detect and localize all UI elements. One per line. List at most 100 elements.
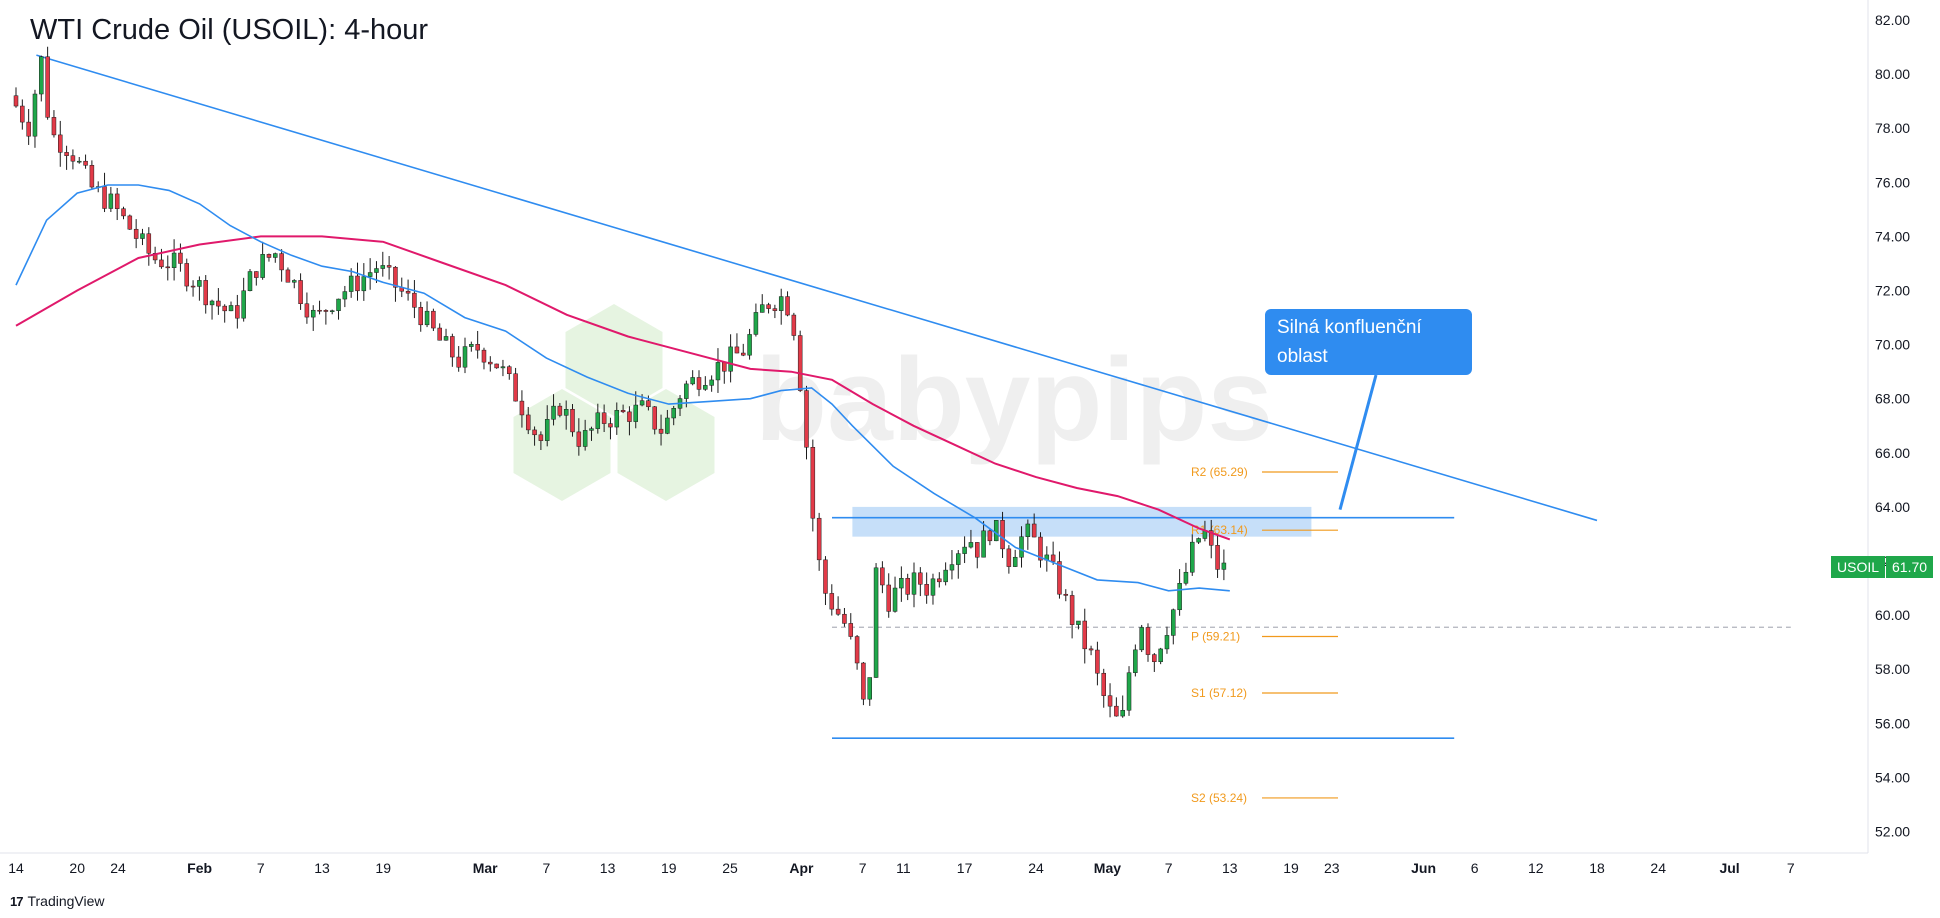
- candle-body: [209, 300, 215, 306]
- candle-body: [1050, 554, 1056, 562]
- time-tick-label: 7: [543, 860, 551, 876]
- candle-body: [671, 408, 676, 419]
- candle-body: [627, 411, 632, 422]
- time-tick-label: 13: [600, 860, 616, 876]
- time-tick-label: Feb: [187, 860, 212, 876]
- candle-body: [797, 335, 803, 391]
- slow-moving-average-line: [15, 235, 1231, 541]
- candle-body: [924, 584, 929, 596]
- time-tick-label: 23: [1324, 860, 1340, 876]
- candle-body: [1025, 523, 1031, 537]
- candle-body: [1164, 635, 1170, 650]
- candle-body: [956, 553, 961, 565]
- time-axis[interactable]: 14 20 24 Feb 7 13 19 Mar 7 13 19 25 Apr 7 11 17 24 May 7 13…: [0, 852, 1868, 876]
- candle-body: [20, 105, 25, 123]
- candle-body: [570, 409, 575, 433]
- last-price-value: 61.70: [1886, 556, 1934, 578]
- candle-body: [1000, 520, 1005, 550]
- candle-body: [450, 336, 455, 358]
- candle-body: [285, 269, 291, 283]
- candle-body: [576, 431, 582, 447]
- candle-body: [1031, 523, 1037, 538]
- price-tick-label: 56.00: [1875, 715, 1910, 731]
- price-tick-label: 76.00: [1875, 174, 1910, 190]
- tradingview-mark-icon: 17: [10, 893, 24, 909]
- time-tick-label: Apr: [789, 860, 814, 876]
- candle-body: [1063, 593, 1069, 596]
- watermark-hex-icon: [513, 389, 611, 501]
- candle-body: [317, 309, 322, 312]
- candle-body: [1133, 649, 1138, 673]
- candle-body: [658, 428, 664, 434]
- candle-body: [1208, 530, 1214, 546]
- candle-body: [241, 290, 246, 319]
- candle-body: [494, 363, 499, 369]
- candle-body: [1088, 648, 1094, 651]
- watermark-text: babypips: [755, 334, 1273, 466]
- candle-body: [1038, 536, 1043, 561]
- candle-body: [899, 578, 904, 589]
- time-tick-label: 7: [1165, 860, 1173, 876]
- candle-body: [993, 520, 999, 542]
- callout-line-2: oblast: [1277, 346, 1328, 367]
- time-tick-label: 6: [1471, 860, 1479, 876]
- candle-body: [665, 417, 670, 434]
- candle-body: [456, 356, 461, 368]
- candle-body: [930, 578, 936, 596]
- tradingview-brand: TradingView: [27, 893, 105, 909]
- candle-body: [481, 349, 487, 363]
- time-tick-label: 17: [957, 860, 973, 876]
- candle-body: [89, 165, 95, 188]
- time-tick-label: 11: [896, 860, 911, 876]
- pivot-level-label: R2 (65.29): [1191, 465, 1248, 479]
- candle-body: [772, 308, 778, 311]
- candle-body: [690, 377, 695, 385]
- candle-body: [121, 208, 126, 217]
- candle-body: [437, 327, 442, 341]
- descending-trendline[interactable]: [36, 54, 1598, 522]
- candle-body: [608, 423, 613, 428]
- candle-body: [222, 305, 227, 312]
- time-tick-label: 19: [661, 860, 677, 876]
- time-tick-label: 13: [314, 860, 330, 876]
- candle-body: [981, 530, 986, 558]
- price-tick-label: 66.00: [1875, 445, 1910, 461]
- candle-body: [228, 305, 234, 312]
- candle-body: [810, 446, 816, 519]
- candle-body: [1107, 695, 1113, 707]
- time-tick-label: 13: [1222, 860, 1238, 876]
- candle-body: [133, 228, 139, 239]
- price-tick-label: 52.00: [1875, 824, 1910, 840]
- candle-body: [557, 405, 563, 416]
- candle-body: [816, 517, 822, 561]
- watermark-hex-icon: [565, 304, 663, 416]
- candle-body: [26, 121, 31, 137]
- tradingview-logo[interactable]: 17 TradingView: [10, 893, 105, 909]
- candle-body: [905, 578, 910, 595]
- time-tick-label: 14: [8, 860, 24, 876]
- candle-body: [70, 155, 76, 162]
- candle-body: [1101, 672, 1106, 696]
- candle-body: [747, 334, 752, 356]
- candle-body: [1057, 561, 1062, 595]
- candle-body: [367, 272, 373, 277]
- time-tick-label: 24: [1650, 860, 1666, 876]
- candle-body: [835, 608, 841, 615]
- candle-body: [1120, 709, 1125, 717]
- candlestick-series: [13, 46, 1227, 718]
- candle-body: [918, 572, 923, 585]
- candle-body: [1196, 538, 1201, 543]
- candle-body: [1006, 548, 1012, 567]
- candle-body: [462, 346, 468, 368]
- candle-body: [633, 404, 639, 422]
- time-tick-label: 24: [110, 860, 126, 876]
- candle-body: [759, 304, 765, 313]
- time-tick-label: May: [1094, 860, 1121, 876]
- price-axis[interactable]: 82.00 80.00 78.00 76.00 74.00 72.00 70.00 68.00…: [1867, 0, 1910, 853]
- fast-moving-average-line: [15, 184, 1230, 592]
- candle-body: [51, 117, 57, 136]
- candle-body: [140, 233, 145, 239]
- candle-body: [861, 662, 866, 700]
- price-tick-label: 74.00: [1875, 228, 1910, 244]
